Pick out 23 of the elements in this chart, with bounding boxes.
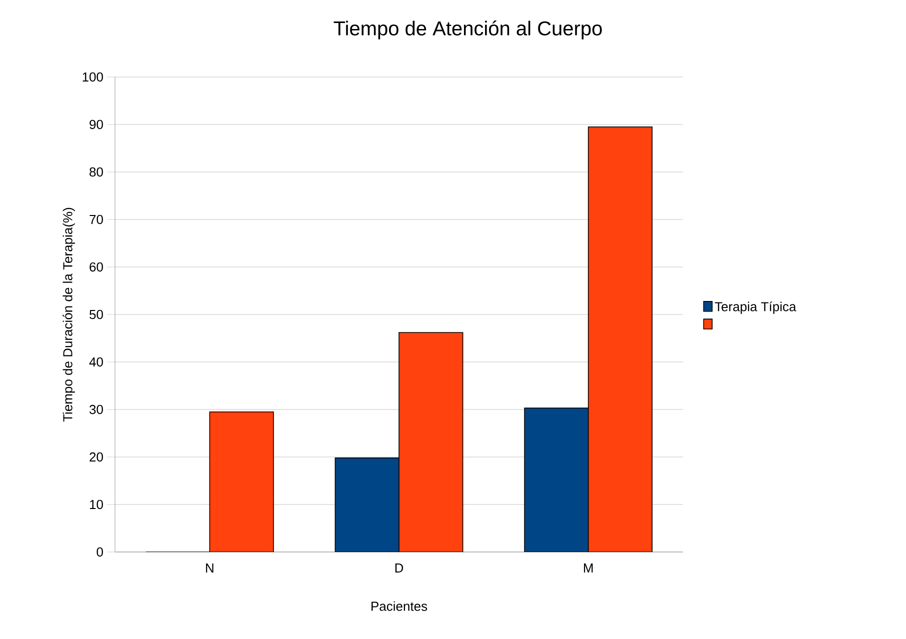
y-tick-label: 100 bbox=[82, 72, 103, 82]
y-tick-label: 20 bbox=[90, 452, 103, 462]
y-tick-label: 40 bbox=[89, 357, 103, 367]
legend-label: Terapia Típica bbox=[714, 302, 796, 314]
x-tick-label: N bbox=[206, 564, 214, 572]
bar bbox=[334, 458, 400, 552]
x-tick-label: D bbox=[395, 564, 404, 572]
y-tick-label: 90 bbox=[90, 120, 103, 130]
y-tick-label: 70 bbox=[90, 214, 103, 224]
bar bbox=[588, 126, 653, 552]
chart-title: Tiempo de Atención al Cuerpo bbox=[334, 20, 602, 40]
y-tick-label: 30 bbox=[90, 404, 103, 414]
y-tick-label: 10 bbox=[90, 500, 103, 510]
x-tick-label: M bbox=[584, 564, 593, 572]
y-tick-label: 50 bbox=[90, 310, 103, 320]
y-tick-label: 80 bbox=[90, 167, 103, 177]
bar bbox=[524, 408, 589, 552]
y-tick-label: 0 bbox=[96, 547, 103, 557]
bar bbox=[398, 332, 464, 552]
x-axis-title: Pacientes bbox=[372, 601, 428, 611]
y-tick-label: 60 bbox=[90, 262, 103, 272]
bar bbox=[209, 411, 274, 552]
y-axis-title: Tiempo de Duración de la Terapia(%) bbox=[62, 208, 75, 422]
